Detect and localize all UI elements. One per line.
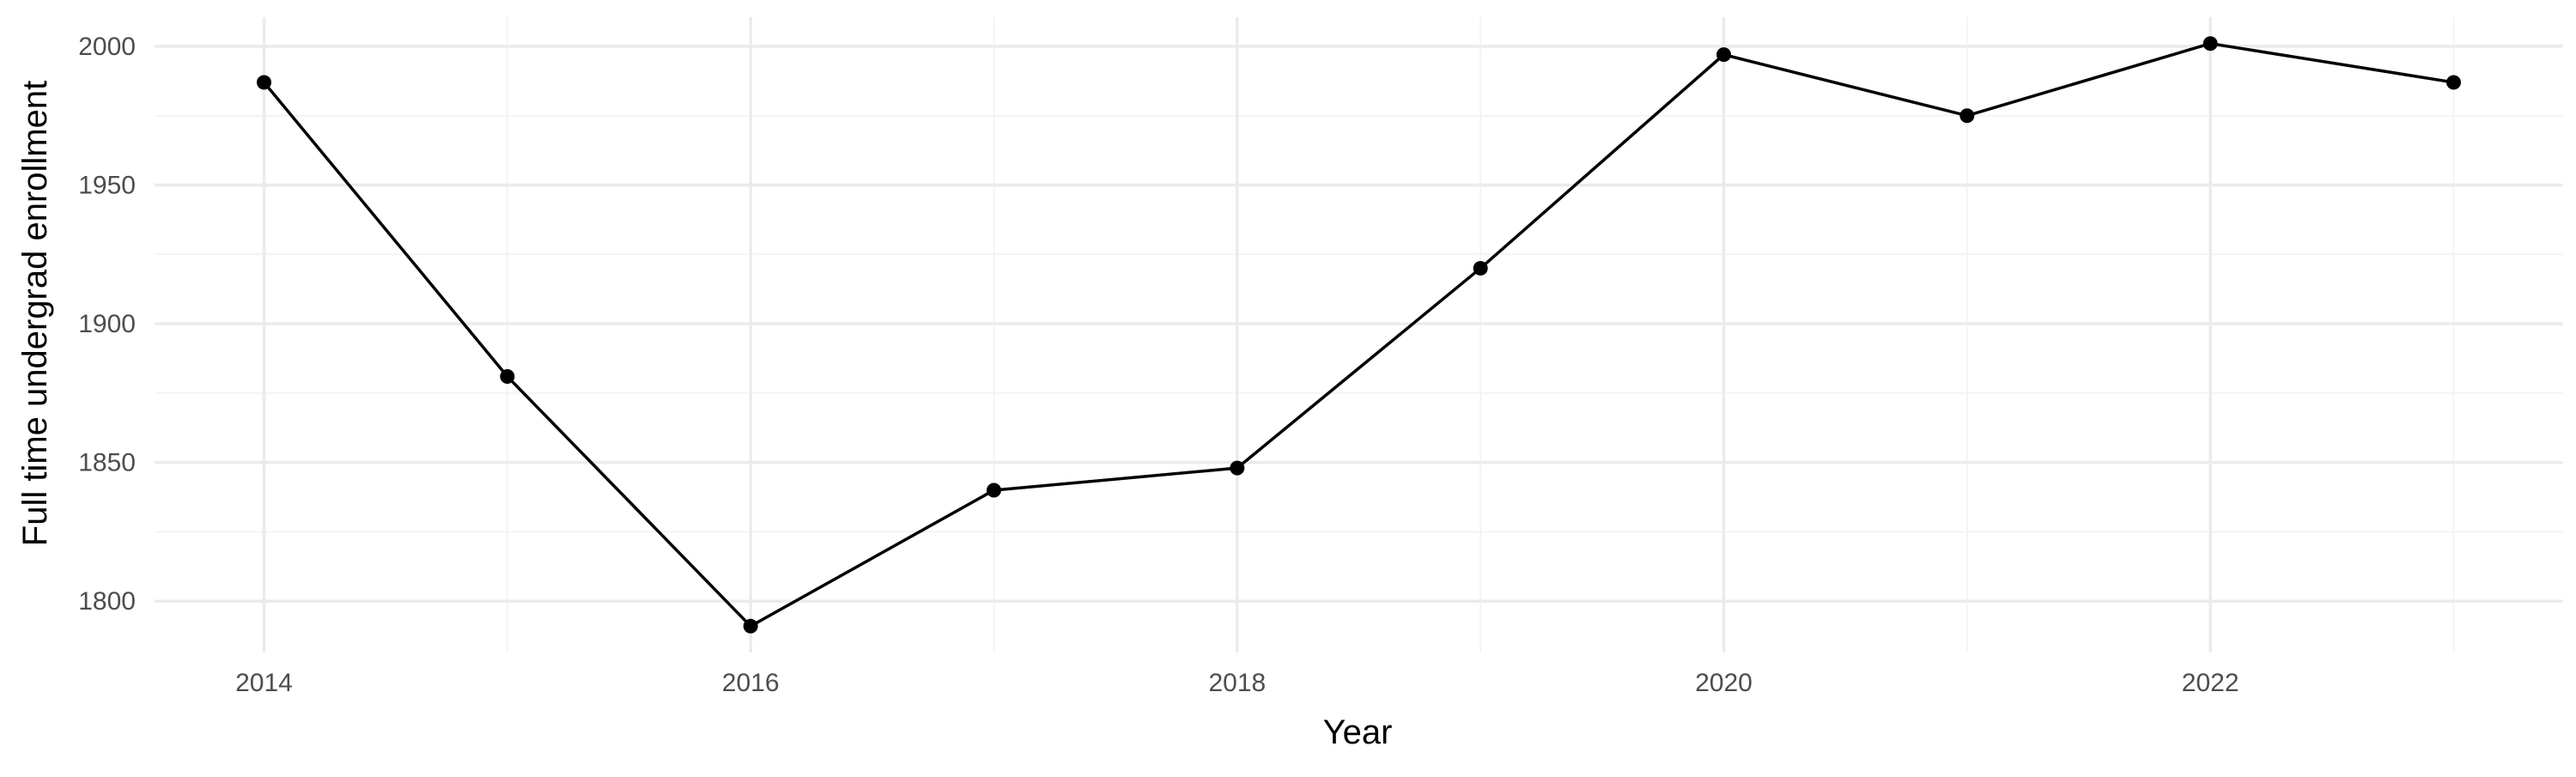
x-tick-label: 2022: [2182, 669, 2239, 697]
y-tick-label: 1900: [78, 310, 136, 338]
x-axis-ticks: 2014 2016 2018 2020 2022: [235, 669, 2239, 697]
data-point: [743, 618, 758, 634]
data-point: [1473, 260, 1488, 276]
data-point: [257, 75, 271, 90]
x-tick-label: 2020: [1695, 669, 1753, 697]
series-line: [263, 41, 2454, 628]
x-tick-label: 2016: [722, 669, 780, 697]
minor-gridlines: [155, 17, 2563, 653]
x-axis-title: Year: [1323, 713, 1393, 751]
y-tick-label: 1800: [78, 587, 136, 616]
x-tick-label: 2014: [235, 669, 293, 697]
major-gridlines: [155, 17, 2563, 653]
data-point: [1230, 460, 1245, 476]
x-tick-label: 2018: [1208, 669, 1266, 697]
data-point: [987, 483, 1001, 498]
data-point: [500, 368, 515, 384]
y-tick-label: 1850: [78, 449, 136, 477]
y-axis-title: Full time undergrad enrollment: [16, 81, 54, 546]
y-tick-label: 1950: [78, 172, 136, 200]
data-point: [1716, 47, 1731, 63]
series-layer: [257, 36, 2461, 634]
y-axis-ticks: 1800 1850 1900 1950 2000: [78, 33, 136, 616]
y-tick-label: 2000: [78, 33, 136, 61]
data-point: [2202, 36, 2218, 52]
data-point: [1959, 108, 1975, 124]
data-point: [2446, 75, 2461, 90]
